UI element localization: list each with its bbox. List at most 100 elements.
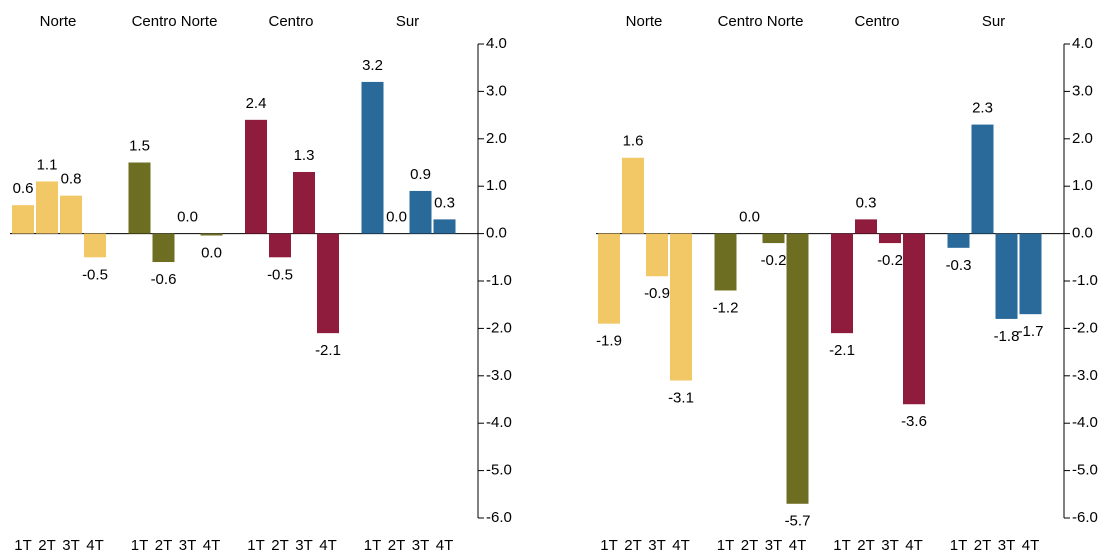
bar xyxy=(762,233,785,244)
bar xyxy=(903,233,925,405)
bar xyxy=(971,124,994,234)
bar xyxy=(1019,233,1042,315)
x-tick-label: 3T xyxy=(62,537,80,552)
data-label: 2.4 xyxy=(246,95,267,112)
y-tick-label: -1.0 xyxy=(1072,272,1098,289)
x-tick-label: 4T xyxy=(789,537,807,552)
y-tick-label: 0.0 xyxy=(1072,225,1093,242)
data-label: 1.5 xyxy=(129,137,150,154)
group-label: Centro Norte xyxy=(132,13,218,30)
x-tick-label: 3T xyxy=(295,537,313,552)
data-label: -1.7 xyxy=(1018,323,1044,340)
bar xyxy=(84,233,106,258)
x-tick-label: 3T xyxy=(881,537,899,552)
bar xyxy=(879,233,901,244)
data-label: -0.5 xyxy=(267,266,293,283)
x-tick-label: 2T xyxy=(388,537,406,552)
x-tick-label: 4T xyxy=(319,537,337,552)
data-label: -3.6 xyxy=(901,413,927,430)
bar xyxy=(622,157,644,234)
bar xyxy=(598,233,620,324)
x-tick-label: 3T xyxy=(412,537,430,552)
x-tick-label: 1T xyxy=(247,537,265,552)
data-label: 0.0 xyxy=(739,209,760,226)
data-label: 0.0 xyxy=(177,209,198,226)
data-label: -0.6 xyxy=(151,271,177,288)
x-tick-label: 3T xyxy=(998,537,1016,552)
y-tick-label: -4.0 xyxy=(486,414,512,431)
bar xyxy=(361,81,384,234)
y-tick-label: 1.0 xyxy=(486,177,507,194)
x-tick-label: 3T xyxy=(648,537,666,552)
x-tick-label: 1T xyxy=(600,537,618,552)
x-tick-label: 1T xyxy=(833,537,851,552)
y-tick-label: 2.0 xyxy=(486,130,507,147)
data-label: 1.1 xyxy=(37,156,58,173)
bar xyxy=(200,233,223,236)
y-tick-label: -2.0 xyxy=(1072,319,1098,336)
data-label: 1.6 xyxy=(623,133,644,150)
y-tick-label: -3.0 xyxy=(1072,367,1098,384)
x-tick-label: 1T xyxy=(364,537,382,552)
x-tick-label: 4T xyxy=(905,537,923,552)
x-tick-label: 4T xyxy=(436,537,454,552)
data-label: -2.1 xyxy=(829,342,855,359)
data-label: 0.9 xyxy=(410,166,431,183)
y-tick-label: -6.0 xyxy=(1072,509,1098,526)
group-label: Centro xyxy=(854,13,899,30)
data-label: 3.2 xyxy=(362,57,383,74)
y-tick-label: 4.0 xyxy=(1072,35,1093,52)
data-label: -0.5 xyxy=(82,266,108,283)
x-tick-label: 2T xyxy=(741,537,759,552)
y-tick-label: -5.0 xyxy=(486,462,512,479)
bar xyxy=(269,233,291,258)
bar xyxy=(317,233,339,334)
bar xyxy=(646,233,668,277)
bar xyxy=(128,162,151,234)
y-tick-label: -1.0 xyxy=(486,272,512,289)
data-label: -0.3 xyxy=(946,257,972,274)
group-label: Centro xyxy=(268,13,313,30)
data-label: 2.3 xyxy=(972,100,993,117)
x-tick-label: 1T xyxy=(950,537,968,552)
bar xyxy=(293,171,315,234)
x-tick-label: 4T xyxy=(203,537,221,552)
bar xyxy=(714,233,737,291)
group-label: Sur xyxy=(982,13,1005,30)
group-label: Sur xyxy=(396,13,419,30)
bar xyxy=(831,233,853,334)
x-tick-label: 2T xyxy=(857,537,875,552)
y-tick-label: -6.0 xyxy=(486,509,512,526)
y-tick-label: 4.0 xyxy=(486,35,507,52)
x-tick-label: 2T xyxy=(271,537,289,552)
data-label: -1.2 xyxy=(713,299,739,316)
y-tick-label: -3.0 xyxy=(486,367,512,384)
bar xyxy=(36,181,58,234)
data-label: 0.3 xyxy=(856,194,877,211)
data-label: 0.6 xyxy=(13,180,34,197)
x-tick-label: 2T xyxy=(155,537,173,552)
bar xyxy=(409,190,432,234)
data-label: 0.0 xyxy=(201,244,222,261)
x-tick-label: 2T xyxy=(38,537,56,552)
y-tick-label: 3.0 xyxy=(1072,82,1093,99)
data-label: -3.1 xyxy=(668,390,694,407)
y-tick-label: 1.0 xyxy=(1072,177,1093,194)
group-label: Norte xyxy=(40,13,77,30)
x-tick-label: 1T xyxy=(14,537,32,552)
data-label: -1.8 xyxy=(994,328,1020,345)
x-tick-label: 4T xyxy=(86,537,104,552)
x-tick-label: 2T xyxy=(624,537,642,552)
data-label: 1.3 xyxy=(294,147,315,164)
bar xyxy=(947,233,970,248)
x-tick-label: 4T xyxy=(672,537,690,552)
bar xyxy=(60,195,82,234)
x-tick-label: 3T xyxy=(765,537,783,552)
x-tick-label: 1T xyxy=(717,537,735,552)
y-tick-label: 3.0 xyxy=(486,82,507,99)
bar xyxy=(433,219,456,234)
x-tick-label: 1T xyxy=(131,537,149,552)
bar xyxy=(12,205,34,234)
group-label: Norte xyxy=(626,13,663,30)
